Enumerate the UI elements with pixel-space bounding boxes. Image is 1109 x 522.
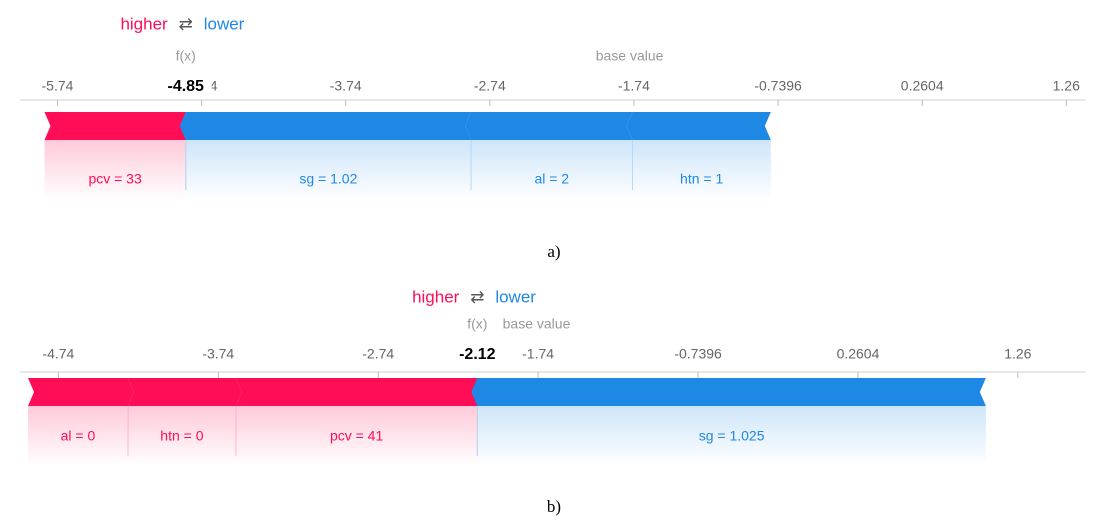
x-tick-label: 0.2604	[837, 346, 880, 362]
feature-label: al = 2	[534, 171, 569, 187]
x-tick-label: -0.7396	[674, 346, 722, 362]
fx-label: f(x)	[176, 48, 196, 64]
feature-label: pcv = 33	[88, 171, 142, 187]
legend-lower: lower	[204, 14, 245, 33]
feature-fade	[27, 406, 128, 466]
x-tick-label: -2.74	[474, 78, 506, 94]
feature-label: sg = 1.02	[299, 171, 357, 187]
x-tick-label: -0.7396	[754, 78, 802, 94]
feature-bar	[44, 112, 192, 140]
x-tick-label: -3.74	[330, 78, 362, 94]
x-tick-label: -1.74	[522, 346, 554, 362]
x-tick-label: -2.74	[362, 346, 394, 362]
feature-bar	[179, 112, 472, 140]
caption: a)	[547, 242, 560, 261]
legend-higher: higher	[120, 14, 168, 33]
legend-arrows: ⇄	[470, 287, 484, 306]
legend-higher: higher	[412, 287, 460, 306]
feature-bar	[465, 112, 633, 140]
feature-bar	[471, 378, 986, 406]
fx-label-bg	[157, 77, 212, 97]
fx-value: -4.85	[167, 78, 204, 95]
feature-bar	[235, 378, 484, 406]
feature-fade	[471, 140, 633, 200]
feature-label: pcv = 41	[330, 428, 384, 444]
x-tick-label: -5.74	[42, 78, 74, 94]
feature-label: htn = 0	[160, 428, 203, 444]
feature-label: sg = 1.025	[699, 428, 765, 444]
x-tick-label: 0.2604	[901, 78, 944, 94]
legend-arrows: ⇄	[179, 14, 193, 33]
feature-bar	[626, 112, 771, 140]
x-tick-label: 1.26	[1004, 346, 1031, 362]
feature-label: htn = 1	[680, 171, 723, 187]
feature-label: al = 0	[61, 428, 96, 444]
caption: b)	[547, 497, 561, 516]
x-tick-label: -4.74	[42, 346, 74, 362]
x-tick-label: -1.74	[618, 78, 650, 94]
feature-bar	[127, 378, 242, 406]
x-tick-label: -3.74	[202, 346, 234, 362]
fx-value: -2.12	[459, 346, 496, 363]
feature-fade	[127, 406, 236, 466]
x-tick-label: 1.26	[1053, 78, 1080, 94]
feature-fade	[185, 140, 472, 200]
feature-fade	[235, 406, 478, 466]
feature-fade	[477, 406, 986, 466]
feature-bar	[27, 378, 134, 406]
legend-lower: lower	[495, 287, 536, 306]
base-label: base value	[503, 316, 571, 332]
feature-fade	[44, 140, 186, 200]
base-label: base value	[596, 48, 664, 64]
fx-label-bg	[449, 345, 504, 365]
fx-label: f(x)	[467, 316, 487, 332]
feature-fade	[632, 140, 771, 200]
